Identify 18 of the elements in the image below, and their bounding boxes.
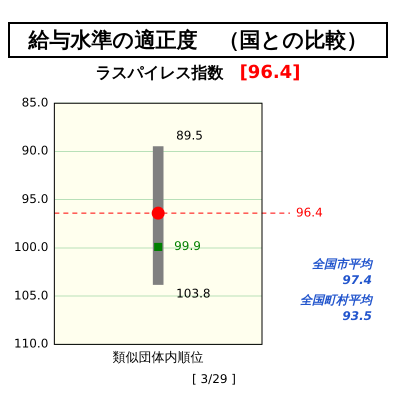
y-tick-label: 100.0 [14, 240, 48, 254]
y-tick-label: 95.0 [22, 192, 48, 206]
y-tick-label: 90.0 [22, 144, 48, 158]
y-tick-label: 105.0 [14, 288, 48, 302]
text: 93.5 [341, 308, 372, 324]
chart-subtitle: ラスパイレス指数 [96.4] [96, 62, 300, 83]
y-tick-label: 110.0 [14, 336, 48, 351]
chart-title: 給与水準の適正度 （国との比較） [8, 22, 388, 58]
annotation: 89.5 [176, 128, 203, 143]
x-axis-title: 類似団体内順位 [112, 350, 204, 366]
annotation: 103.8 [176, 286, 211, 301]
text: 全国町村平均 [299, 292, 372, 308]
y-tick-label: 85.0 [22, 95, 48, 110]
text: [ 3/29 ] [191, 372, 236, 386]
data-label: 99.9 [174, 239, 201, 254]
text: 97.4 [341, 272, 372, 288]
text: 全国市平均 [311, 256, 372, 272]
ref-line-label: 96.4 [296, 205, 323, 220]
